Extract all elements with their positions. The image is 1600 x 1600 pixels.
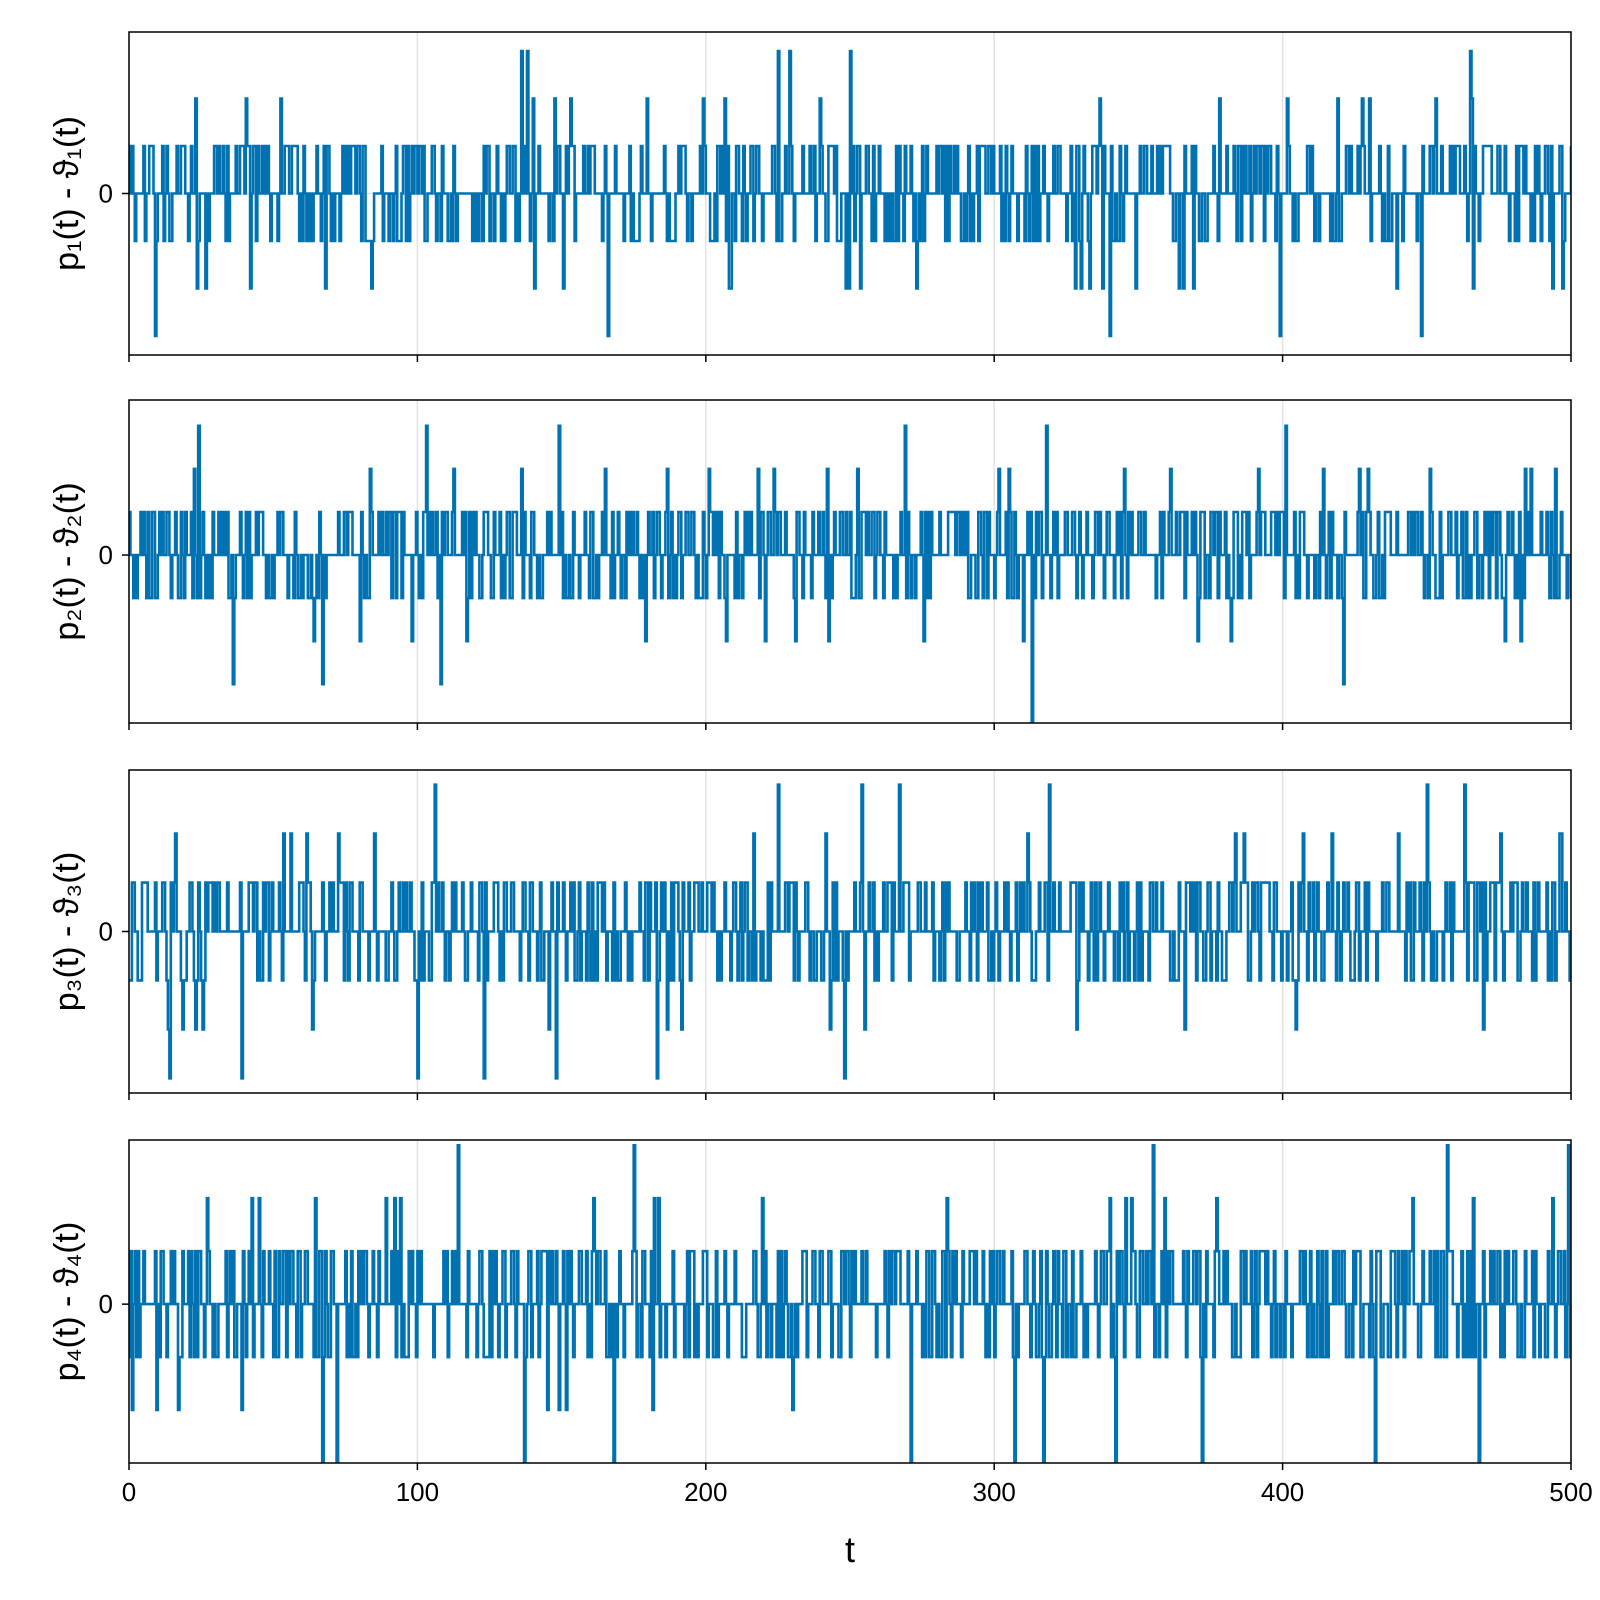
series-line-2 (129, 424, 1571, 723)
x-tick-label: 200 (684, 1477, 727, 1507)
y-axis-label-2: p₂(t) - ϑ₂(t) (48, 482, 86, 640)
y-tick-label: 0 (99, 1289, 113, 1319)
series-line-1 (129, 49, 1571, 338)
panel-3: 0 p₃(t) - ϑ₃(t) (48, 769, 1572, 1100)
y-tick-label: 0 (99, 540, 113, 570)
x-tick-label: 100 (396, 1477, 439, 1507)
x-tick-label: 400 (1261, 1477, 1304, 1507)
x-tick-label: 500 (1549, 1477, 1592, 1507)
y-axis-label-4: p₄(t) - ϑ₄(t) (48, 1222, 86, 1382)
panel-frame (128, 1139, 1572, 1464)
y-tick-label: 0 (99, 179, 113, 209)
y-axis-label-1: p₁(t) - ϑ₁(t) (48, 116, 86, 271)
x-tick-label: 0 (122, 1477, 136, 1507)
panels: 0 p₁(t) - ϑ₁(t) 0 p₂(t) - ϑ₂(t) 0 p₃(t) - ϑ₃(… (48, 31, 1593, 1507)
panel-2: 0 p₂(t) - ϑ₂(t) (48, 399, 1572, 730)
series-line-4 (129, 1144, 1571, 1463)
series-line-3 (129, 783, 1571, 1080)
x-axis-label: t (845, 1529, 855, 1570)
panel-1: 0 p₁(t) - ϑ₁(t) (48, 31, 1572, 362)
panel-frame (128, 399, 1572, 724)
panel-4: 0 100 200 300 400 500 0 p₄(t) - ϑ₄(t) (48, 1139, 1593, 1507)
y-tick-label: 0 (99, 917, 113, 947)
x-tick-label: 300 (973, 1477, 1016, 1507)
y-axis-label-3: p₃(t) - ϑ₃(t) (48, 852, 86, 1012)
